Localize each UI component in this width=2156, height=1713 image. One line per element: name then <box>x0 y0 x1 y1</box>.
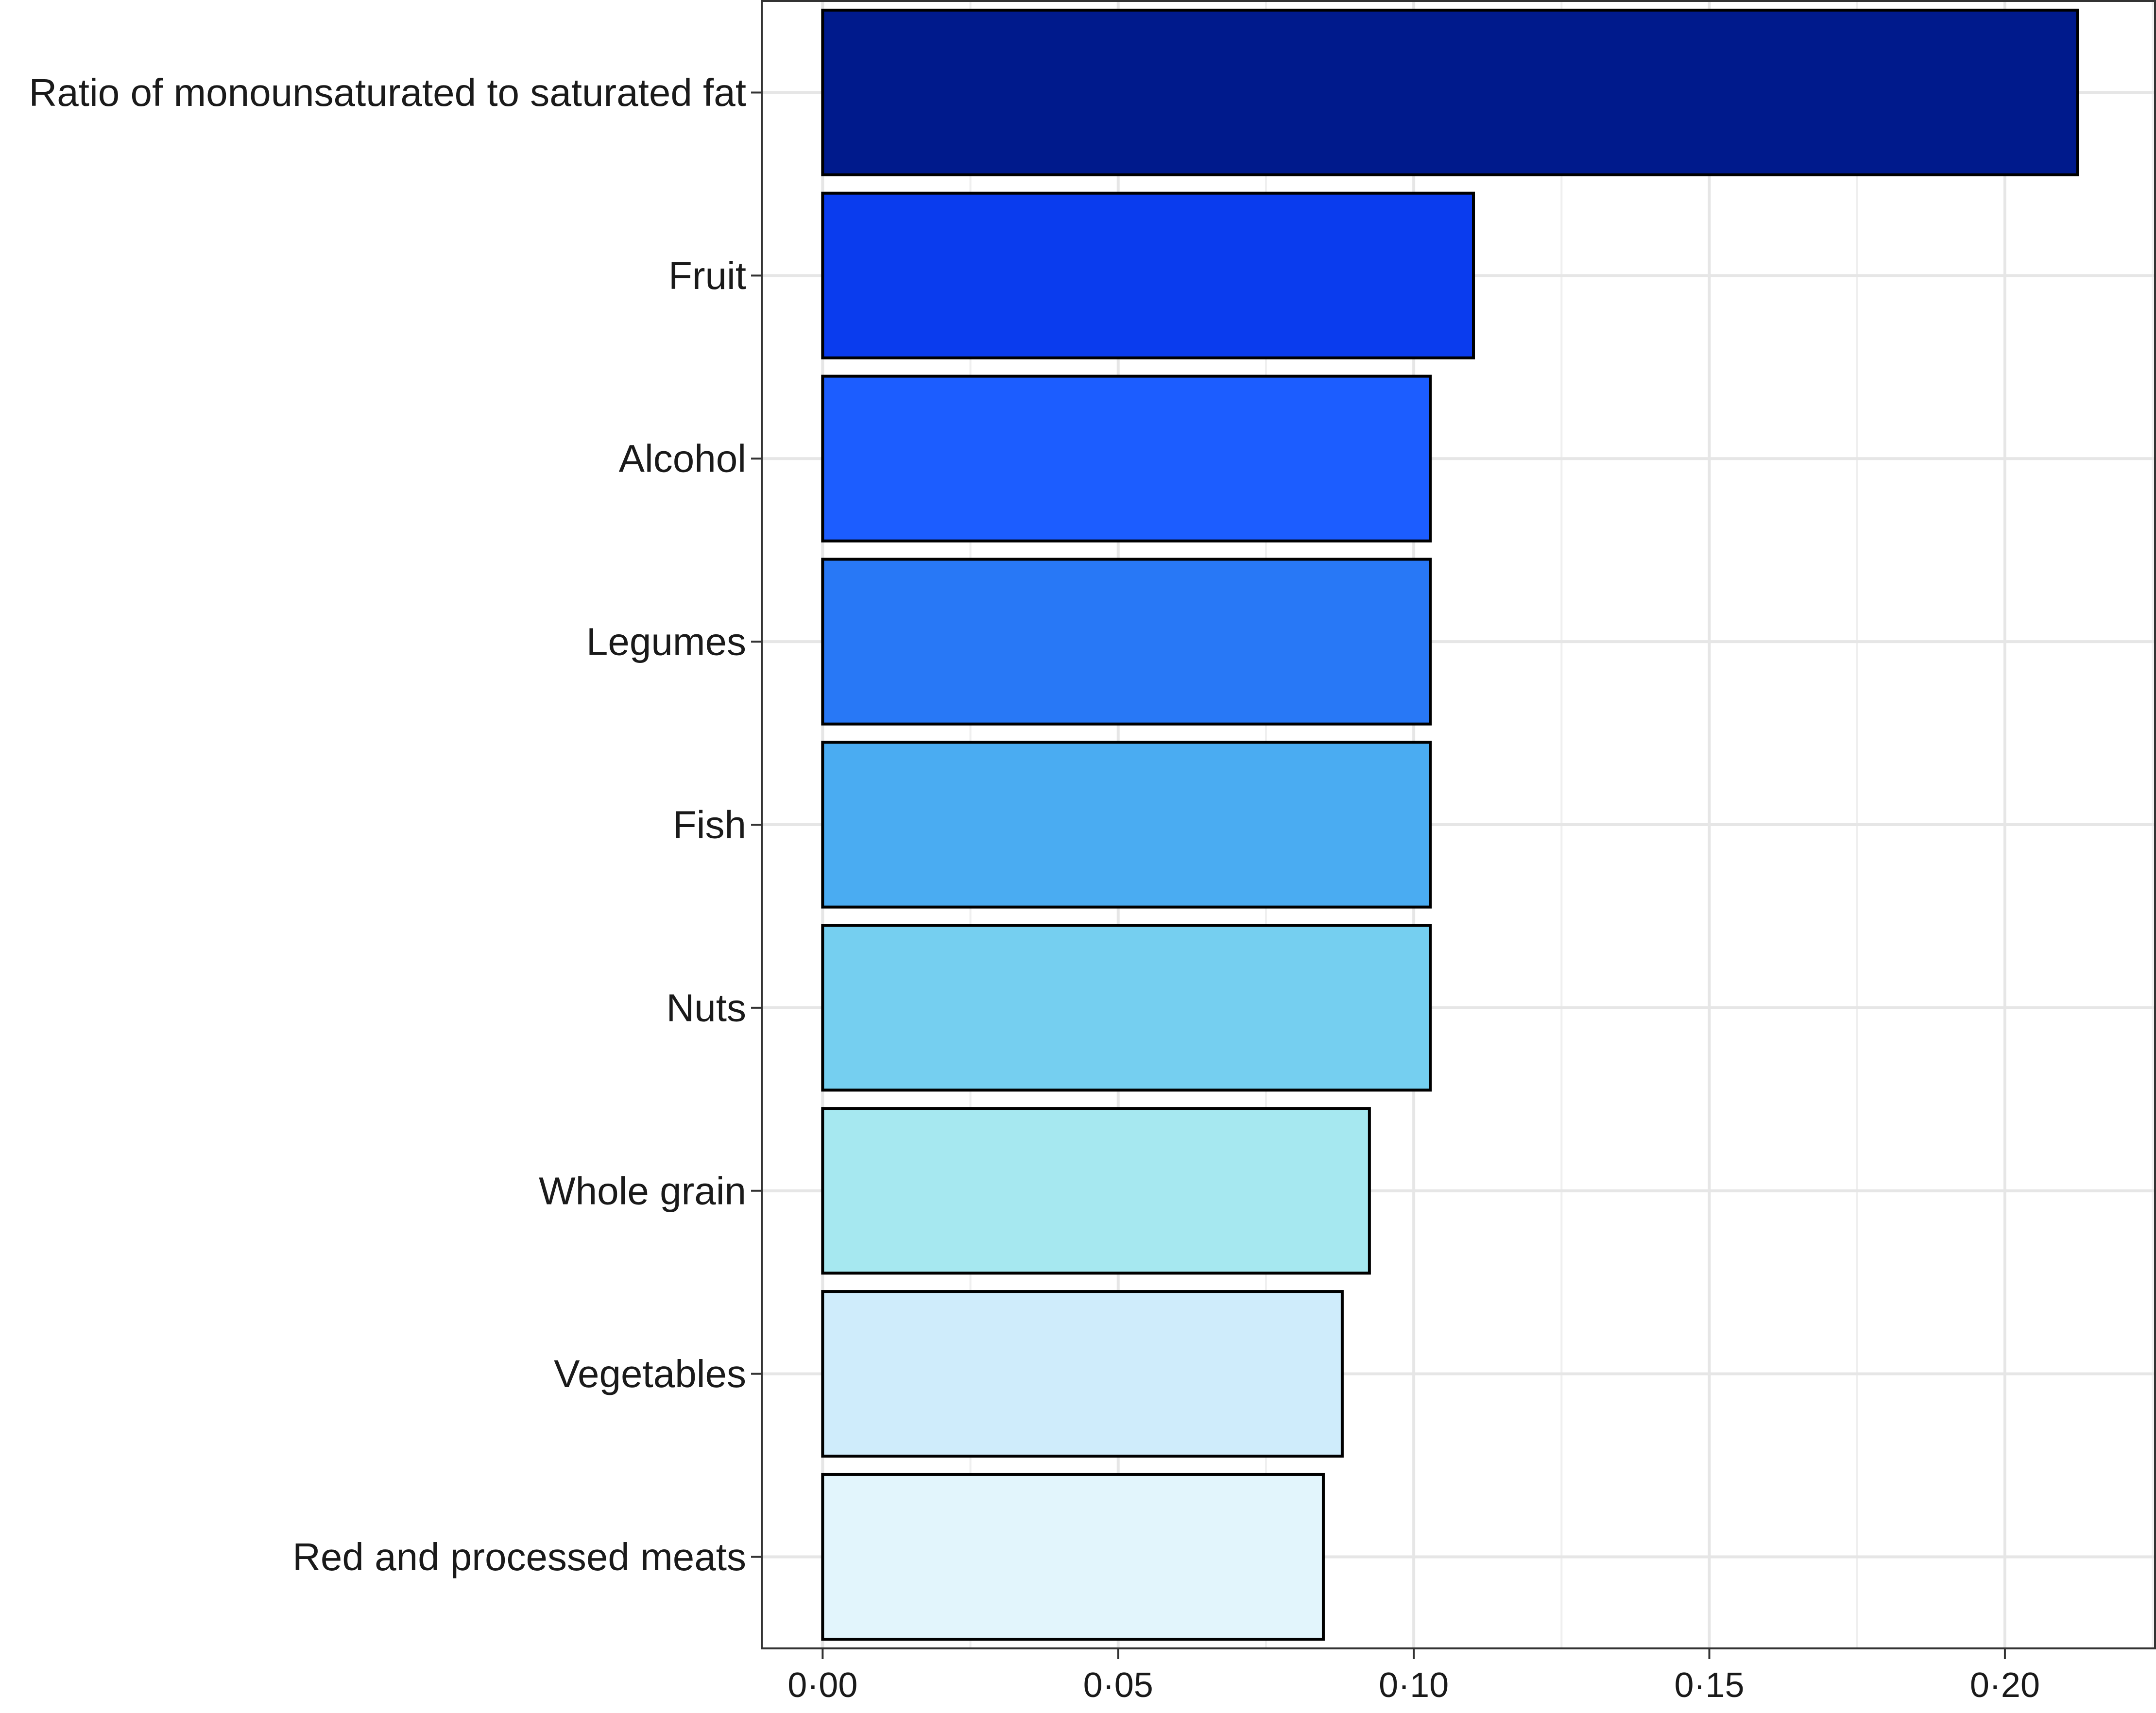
bar-red-and-processed-meats <box>821 1473 1325 1641</box>
category-label: Vegetables <box>554 1352 746 1395</box>
category-label: Legumes <box>586 620 746 663</box>
plot-panel-border <box>761 0 2156 1649</box>
x-tick-label: 0·05 <box>1083 1666 1153 1705</box>
bar-whole-grain <box>821 1107 1371 1275</box>
x-tick-label: 0·00 <box>787 1666 857 1705</box>
bar-ratio-of-monounsaturated-to-saturated-fat <box>821 8 2079 177</box>
category-label: Nuts <box>667 986 747 1029</box>
bar-nuts <box>821 924 1432 1092</box>
x-tick-label: 0·10 <box>1379 1666 1449 1705</box>
category-label: Ratio of monounsaturated to saturated fa… <box>29 71 746 114</box>
x-tick-label: 0·20 <box>1970 1666 2040 1705</box>
bar-fruit <box>821 191 1475 359</box>
bar-alcohol <box>821 374 1432 543</box>
category-label: Whole grain <box>539 1169 746 1212</box>
bar-fish <box>821 741 1432 909</box>
bar-legumes <box>821 558 1432 726</box>
bar-vegetables <box>821 1290 1344 1458</box>
category-label: Fruit <box>668 254 746 297</box>
x-axis: 0·00 0·05 0·10 0·15 0·20 <box>787 1648 2040 1705</box>
bars <box>821 8 2079 1641</box>
x-tick-label: 0·15 <box>1674 1666 1744 1705</box>
category-labels: Ratio of monounsaturated to saturated fa… <box>29 71 762 1578</box>
category-label: Fish <box>673 803 746 847</box>
category-label: Alcohol <box>619 437 746 480</box>
category-label: Red and processed meats <box>292 1535 746 1578</box>
